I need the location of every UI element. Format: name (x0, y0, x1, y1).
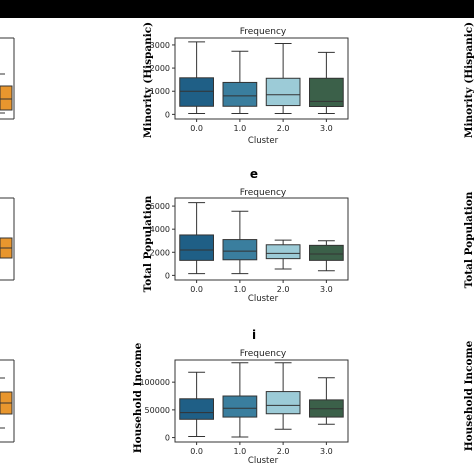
panel-letter: i (252, 328, 256, 342)
y-axis-label: Household Income (132, 342, 144, 453)
left-partial-box-1 (0, 85, 13, 111)
plot-frame (174, 197, 349, 281)
boxplot-panel-total-population: e Frequency Cluster Total Population 0 20… (142, 167, 349, 304)
box-cluster-0.0 (179, 77, 214, 107)
panel-title: Frequency (240, 188, 287, 198)
y-axis-label: Minority (Hispanic) (142, 22, 154, 138)
box-cluster-0.0 (179, 234, 214, 261)
y-tick-label: 2000 (150, 248, 170, 257)
right-partial-panels: Minority (Hispanic) Total Population Hou… (463, 22, 474, 451)
x-tick-label: 3.0 (320, 124, 333, 133)
x-tick-label: 3.0 (320, 447, 333, 456)
box-cluster-2.0 (265, 391, 301, 415)
left-partial-panel-3 (0, 359, 15, 443)
y-tick-label: 100000 (139, 378, 170, 387)
boxplot-panel-household-income: i Frequency Cluster Household Income 0 50… (132, 328, 349, 466)
box-cluster-1.0 (222, 239, 258, 261)
x-tick-label: 2.0 (277, 124, 290, 133)
left-partial-panel-1 (0, 37, 15, 120)
y-tick-label: 0 (165, 271, 170, 280)
panel-letter: e (250, 167, 258, 181)
panel-title: Frequency (240, 27, 287, 37)
x-tick-label: 3.0 (320, 285, 333, 294)
panel-title: Frequency (240, 349, 287, 359)
left-partial-panels (0, 37, 15, 443)
top-black-bar (0, 0, 474, 18)
x-tick-label: 1.0 (234, 124, 247, 133)
x-tick-label: 1.0 (234, 447, 247, 456)
svg-text:Household Income: Household Income (463, 340, 474, 451)
x-tick-label: 0.0 (190, 447, 203, 456)
x-axis-label: Cluster (248, 136, 279, 146)
x-tick-label: 1.0 (234, 285, 247, 294)
y-axis-label: Total Population (142, 195, 154, 292)
y-tick-label: 50000 (145, 406, 170, 415)
x-axis-label: Cluster (248, 456, 279, 466)
box-cluster-1.0 (222, 395, 258, 418)
x-tick-label: 0.0 (190, 124, 203, 133)
y-tick-label: 2000 (150, 64, 170, 73)
y-tick-label: 4000 (150, 225, 170, 234)
box-cluster-0.0 (179, 398, 214, 420)
left-partial-panel-2 (0, 197, 15, 281)
x-tick-label: 2.0 (277, 285, 290, 294)
right-partial-ylabel-3: Household Income (463, 340, 474, 451)
plot-frame (174, 359, 349, 443)
y-tick-label: 0 (165, 434, 170, 443)
x-axis-label: Cluster (248, 294, 279, 304)
box-cluster-1.0 (222, 81, 258, 107)
y-tick-label: 6000 (150, 202, 170, 211)
right-partial-ylabel-1: Minority (Hispanic) (463, 22, 474, 138)
plot-frame (174, 37, 349, 120)
svg-text:Total Population: Total Population (463, 191, 474, 288)
panel-letter: b (250, 7, 259, 21)
y-tick-label: 3000 (150, 41, 170, 50)
boxplot-panel-minority-hispanic: b Frequency Cluster Minority (Hispanic) … (142, 7, 349, 146)
x-tick-label: 0.0 (190, 285, 203, 294)
svg-text:Minority (Hispanic): Minority (Hispanic) (463, 22, 474, 138)
y-tick-label: 1000 (150, 87, 170, 96)
box-cluster-2.0 (265, 77, 301, 107)
x-tick-label: 2.0 (277, 447, 290, 456)
box-cluster-3.0 (309, 77, 344, 108)
box-cluster-2.0 (265, 244, 301, 260)
right-partial-ylabel-2: Total Population (463, 191, 474, 288)
y-tick-label: 0 (165, 110, 170, 119)
box-cluster-3.0 (309, 244, 344, 261)
